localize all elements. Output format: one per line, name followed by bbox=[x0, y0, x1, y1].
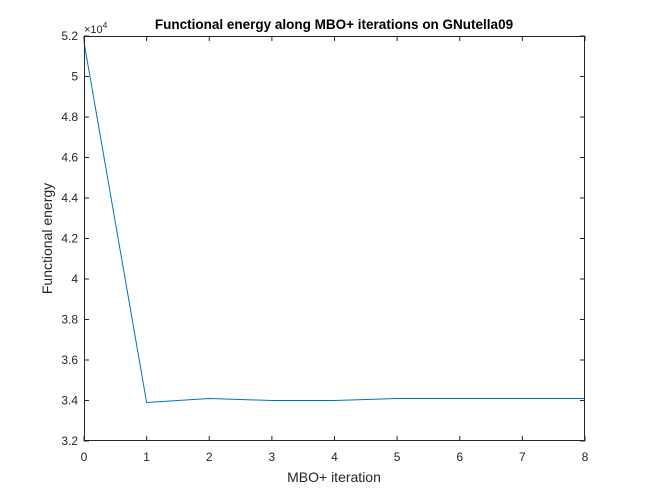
y-tick-label: 3.4 bbox=[61, 394, 78, 408]
y-axis-label: Functional energy bbox=[39, 183, 55, 294]
y-tick-label: 3.8 bbox=[61, 313, 78, 327]
y-tick-label: 5 bbox=[71, 70, 78, 84]
y-tick-label: 3.2 bbox=[61, 434, 78, 448]
x-tick-label: 0 bbox=[81, 450, 88, 464]
x-axis-label: MBO+ iteration bbox=[287, 469, 381, 485]
x-tick-label: 6 bbox=[456, 450, 463, 464]
y-axis-exponent: ×104 bbox=[84, 20, 108, 36]
x-tick-label: 8 bbox=[582, 450, 589, 464]
series-line-0 bbox=[83, 41, 585, 404]
y-tick-label: 4.8 bbox=[61, 110, 78, 124]
x-tick-label: 4 bbox=[331, 450, 338, 464]
y-tick-label: 4.6 bbox=[61, 151, 78, 165]
ticks-layer: 0 1 2 3 4 5 6 7 8 3.2 3.4 3.6 3.8 4 4.2 4.4 4.6 4.8 5 5.2 bbox=[61, 29, 588, 464]
x-tick-label: 1 bbox=[143, 450, 150, 464]
y-axis-exponent-power: 4 bbox=[103, 20, 108, 30]
x-tick-label: 7 bbox=[519, 450, 526, 464]
y-tick-label: 3.6 bbox=[61, 353, 78, 367]
series-layer bbox=[83, 41, 585, 404]
plot-area bbox=[84, 36, 585, 441]
y-tick-label: 4.2 bbox=[61, 232, 78, 246]
y-tick-label: 5.2 bbox=[61, 29, 78, 43]
chart-title: Functional energy along MBO+ iterations … bbox=[155, 17, 513, 32]
x-tick-label: 2 bbox=[206, 450, 213, 464]
x-tick-label: 3 bbox=[269, 450, 276, 464]
x-tick-label: 5 bbox=[394, 450, 401, 464]
y-tick-label: 4 bbox=[71, 272, 78, 286]
y-tick-label: 4.4 bbox=[61, 191, 78, 205]
y-axis-exponent-base: ×10 bbox=[84, 24, 103, 36]
